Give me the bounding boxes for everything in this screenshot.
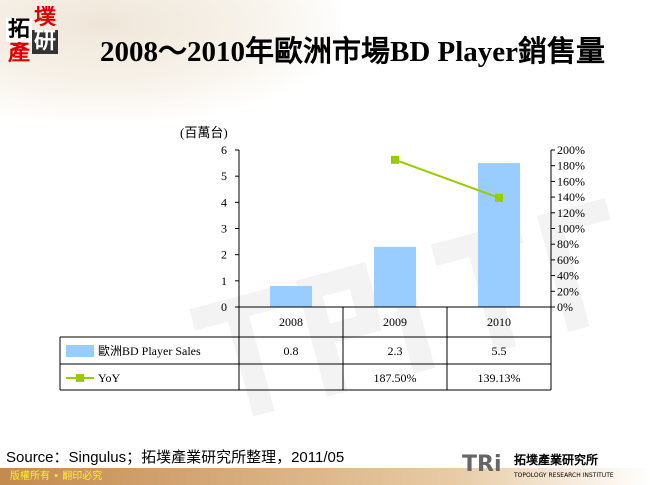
- right-tick-label: 140%: [557, 190, 585, 204]
- category-label: 2009: [383, 315, 407, 329]
- category-label: 2008: [279, 315, 303, 329]
- right-tick-label: 40%: [557, 269, 579, 283]
- yoy-value: 187.50%: [374, 371, 417, 385]
- sales-value: 2.3: [388, 344, 403, 358]
- background-map: [0, 0, 340, 120]
- legend-label-yoy: YoY: [98, 371, 120, 385]
- right-tick-label: 100%: [557, 222, 585, 236]
- logo: 拓 墣 產 研: [6, 6, 58, 66]
- copyright: 版權所有 • 翻印必究: [10, 471, 103, 482]
- right-tick-label: 120%: [557, 206, 585, 220]
- yoy-value: 139.13%: [478, 371, 521, 385]
- right-tick-label: 200%: [557, 143, 585, 157]
- yoy-line: [394, 158, 500, 199]
- bar-2010: [478, 163, 520, 307]
- left-tick-label: 3: [221, 222, 227, 236]
- right-tick-label: 180%: [557, 159, 585, 173]
- left-tick-label: 0: [221, 300, 227, 314]
- source-note: Source：Singulus；拓墣產業研究所整理，2011/05: [6, 449, 345, 466]
- legend-label-sales: 歐洲BD Player Sales: [98, 343, 201, 358]
- page-title: 2008～2010年歐洲市場BD Player銷售量: [100, 36, 606, 68]
- right-tick-label: 0%: [557, 300, 573, 314]
- sales-value: 0.8: [284, 344, 299, 358]
- right-tick-label: 20%: [557, 284, 579, 298]
- footer-bar: [0, 468, 650, 485]
- left-tick-label: 5: [221, 169, 227, 183]
- legend-marker-yoy: [76, 374, 84, 382]
- left-tick-label: 4: [221, 195, 227, 209]
- y-axis-unit-label: (百萬台): [180, 125, 228, 140]
- bar-2009: [374, 246, 416, 307]
- yoy-point: [495, 193, 503, 202]
- left-tick-label: 2: [221, 248, 227, 262]
- yoy-point: [391, 155, 399, 164]
- bar-2008: [270, 286, 312, 307]
- right-tick-label: 160%: [557, 174, 585, 188]
- category-label: 2010: [487, 315, 511, 329]
- right-tick-label: 60%: [557, 253, 579, 267]
- left-tick-label: 1: [221, 274, 227, 288]
- legend-swatch-sales: [66, 345, 94, 357]
- sales-value: 5.5: [492, 344, 507, 358]
- left-tick-label: 6: [221, 143, 227, 157]
- right-tick-label: 80%: [557, 237, 579, 251]
- tri-logo: TRi 拓墣產業研究所 TOPOLOGY RESEARCH INSTITUTE: [462, 452, 614, 479]
